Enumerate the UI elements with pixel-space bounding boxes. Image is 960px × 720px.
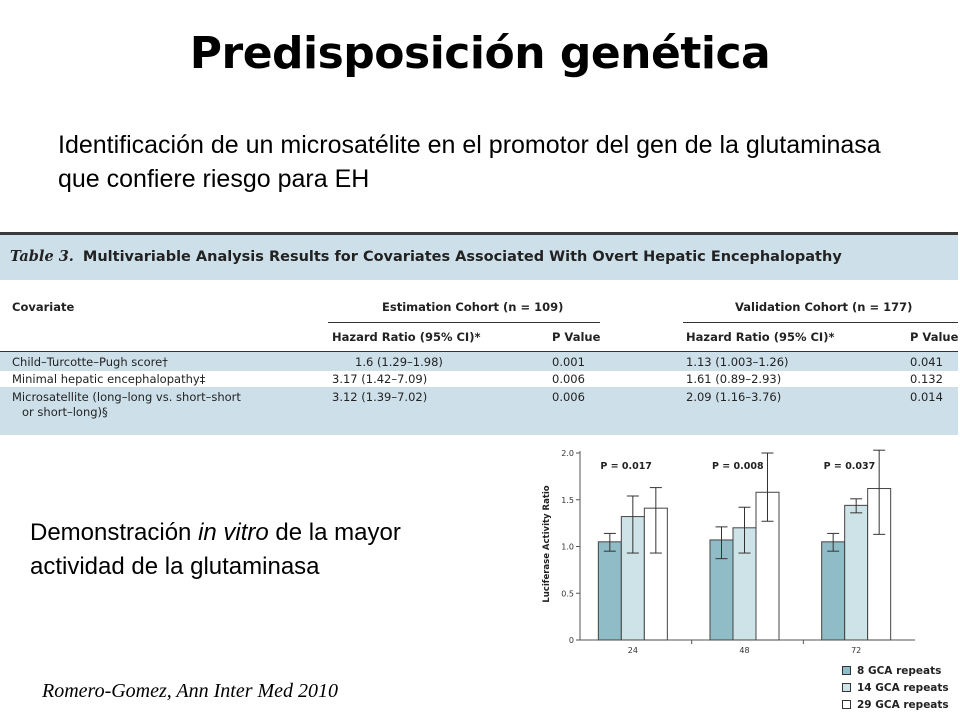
table-cell: 0.001 xyxy=(552,355,585,369)
luciferase-bar-chart: Luciferase Activity Ratio 0 0.5 1.0 1.5 2.0 2… xyxy=(542,449,915,655)
legend-label: 8 GCA repeats xyxy=(857,664,942,677)
y-tick-label: 0.5 xyxy=(561,589,574,598)
p-value-annotation: P = 0.017 xyxy=(600,461,652,472)
col-header-val-p: P Value xyxy=(910,330,959,344)
y-tick-label: 1.5 xyxy=(561,496,574,505)
in-vitro-description: Demonstración in vitro de la mayor activ… xyxy=(30,516,430,584)
legend-swatch xyxy=(842,683,851,692)
col-header-covariate: Covariate xyxy=(12,300,75,314)
bar xyxy=(597,541,622,641)
demo-text-prefix: Demonstración xyxy=(30,519,199,546)
table-cell: 3.12 (1.39–7.02) xyxy=(332,390,428,404)
table-cell: Minimal hepatic encephalopathy‡ xyxy=(12,372,206,386)
chart-legend: 8 GCA repeats 14 GCA repeats 29 GCA repe… xyxy=(842,662,949,713)
demo-text-italic: in vitro xyxy=(198,519,269,546)
slide-title: Predisposición genética xyxy=(189,28,771,79)
y-tick-label: 0 xyxy=(569,636,574,645)
table-cell: Child–Turcotte–Pugh score† xyxy=(12,355,168,369)
x-tick-label: 72 xyxy=(851,646,861,655)
table-caption: Table 3. Multivariable Analysis Results … xyxy=(10,248,842,265)
legend-item: 14 GCA repeats xyxy=(842,679,949,696)
col-header-est-p: P Value xyxy=(552,330,601,344)
legend-label: 14 GCA repeats xyxy=(857,681,949,694)
table-caption-text: Multivariable Analysis Results for Covar… xyxy=(82,249,842,265)
legend-swatch xyxy=(842,700,851,709)
row-band-1 xyxy=(0,352,958,371)
legend-item: 8 GCA repeats xyxy=(842,662,949,679)
validation-rule xyxy=(683,322,958,323)
table-cell: or short–long)§ xyxy=(22,405,108,419)
chart-marks: 0 0.5 1.0 1.5 2.0 24 P = 0.017 48 P = 0.008 72 P =… xyxy=(561,449,915,655)
table-cell: Microsatellite (long–long vs. short–shor… xyxy=(12,390,241,404)
p-value-annotation: P = 0.037 xyxy=(824,461,876,472)
bar xyxy=(821,541,846,641)
table-label: Table 3. xyxy=(10,248,74,265)
legend-label: 29 GCA repeats xyxy=(857,698,949,711)
results-table: Table 3. Multivariable Analysis Results … xyxy=(0,232,958,437)
y-tick-label: 2.0 xyxy=(561,449,574,458)
table-cell: 1.6 (1.29–1.98) xyxy=(355,355,443,369)
bar xyxy=(844,504,869,641)
table-cell: 0.041 xyxy=(910,355,943,369)
row-band-3 xyxy=(0,387,958,435)
header-rule xyxy=(0,351,958,352)
y-tick-label: 1.0 xyxy=(561,543,574,552)
table-cell: 0.006 xyxy=(552,390,585,404)
legend-item: 29 GCA repeats xyxy=(842,696,949,713)
col-header-est-hr: Hazard Ratio (95% CI)* xyxy=(332,330,481,344)
table-cell: 0.006 xyxy=(552,372,585,386)
slide-subtitle: Identificación de un microsatélite en el… xyxy=(58,131,881,193)
citation: Romero-Gomez, Ann Inter Med 2010 xyxy=(42,680,339,702)
x-tick-label: 48 xyxy=(739,646,749,655)
table-cell: 0.014 xyxy=(910,390,943,404)
table-cell: 1.61 (0.89–2.93) xyxy=(686,372,782,386)
table-caption-bar: Table 3. Multivariable Analysis Results … xyxy=(0,232,958,280)
col-header-estimation-cohort: Estimation Cohort (n = 109) xyxy=(382,300,564,314)
table-cell: 0.132 xyxy=(910,372,943,386)
col-header-val-hr: Hazard Ratio (95% CI)* xyxy=(686,330,835,344)
y-axis-label: Luciferase Activity Ratio xyxy=(542,485,552,602)
table-cell: 3.17 (1.42–7.09) xyxy=(332,372,428,386)
table-cell: 1.13 (1.003–1.26) xyxy=(686,355,789,369)
estimation-rule xyxy=(328,322,600,323)
col-header-validation-cohort: Validation Cohort (n = 177) xyxy=(735,300,913,314)
demo-text-suffix: de la mayor actividad de la glutaminasa xyxy=(30,519,401,580)
table-cell: 2.09 (1.16–3.76) xyxy=(686,390,782,404)
x-tick-label: 24 xyxy=(628,646,638,655)
legend-swatch xyxy=(842,666,851,675)
p-value-annotation: P = 0.008 xyxy=(712,461,764,472)
